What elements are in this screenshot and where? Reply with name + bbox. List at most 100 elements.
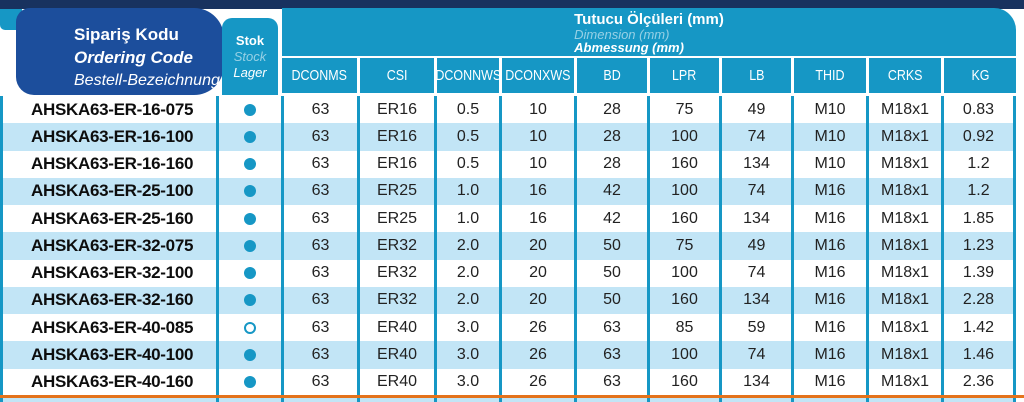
value-cell: 49 xyxy=(719,96,791,124)
value-cell: 0.5 xyxy=(434,123,499,151)
value-cell: 63 xyxy=(281,205,357,233)
value-cell: M18x1 xyxy=(866,341,941,369)
top-navy-bar xyxy=(0,0,1024,9)
value-cell: M10 xyxy=(791,123,866,151)
value-cell: 26 xyxy=(499,314,574,342)
value-cell: 42 xyxy=(574,177,647,206)
value-cell: 63 xyxy=(574,341,647,369)
value-cell: 75 xyxy=(647,96,719,124)
value-cell: M16 xyxy=(791,341,866,369)
value-cell: 100 xyxy=(647,123,719,151)
value-cell xyxy=(434,398,499,402)
value-cell: 16 xyxy=(499,205,574,233)
value-cell: 0.83 xyxy=(941,96,1016,124)
value-cell: M10 xyxy=(791,96,866,124)
table-body: AHSKA63-ER-16-075 63 ER16 0.5 10 28 75 49 M10 M18… xyxy=(0,96,1016,396)
value-cell: 160 xyxy=(647,368,719,396)
stock-filled-circle-icon xyxy=(244,294,256,307)
ordering-code-label-en: Ordering Code xyxy=(74,48,194,67)
value-cell xyxy=(281,398,357,402)
value-cell: 63 xyxy=(281,232,357,260)
stock-filled-circle-icon xyxy=(244,267,256,280)
table-row: AHSKA63-ER-25-100 63 ER25 1.0 16 42 100 74 M16 M1… xyxy=(0,177,1016,206)
value-cell: 63 xyxy=(281,177,357,206)
value-cell: M18x1 xyxy=(866,368,941,396)
value-cell: 20 xyxy=(499,232,574,260)
value-cell: 134 xyxy=(719,205,791,233)
value-cell: 74 xyxy=(719,123,791,151)
dimensions-label-tr: Tutucu Ölçüleri (mm) xyxy=(574,11,724,28)
ordering-code-cell: AHSKA63-ER-32-160 xyxy=(0,286,216,315)
value-cell: 85 xyxy=(647,314,719,342)
value-cell: M16 xyxy=(791,286,866,315)
stock-cell xyxy=(216,177,281,206)
ordering-code-cell: AHSKA63-ER-25-100 xyxy=(0,177,216,206)
value-cell: 42 xyxy=(574,205,647,233)
value-cell: 1.0 xyxy=(434,177,499,206)
value-cell: 28 xyxy=(574,96,647,124)
value-cell xyxy=(574,398,647,402)
value-cell: M16 xyxy=(791,314,866,342)
value-cell: M18x1 xyxy=(866,177,941,206)
table-row: AHSKA63-ER-16-075 63 ER16 0.5 10 28 75 49 M10 M18… xyxy=(0,96,1016,124)
value-cell: 160 xyxy=(647,286,719,315)
ordering-code-cell: AHSKA63-ER-25-160 xyxy=(0,205,216,233)
table-row: AHSKA63-ER-32-075 63 ER32 2.0 20 50 75 49 M16 M18… xyxy=(0,232,1016,260)
value-cell: M16 xyxy=(791,177,866,206)
value-cell: 0.92 xyxy=(941,123,1016,151)
table-row: AHSKA63-ER-25-160 63 ER25 1.0 16 42 160 134 M16 M… xyxy=(0,205,1016,233)
value-cell: M18x1 xyxy=(866,150,941,178)
value-cell: ER16 xyxy=(357,123,434,151)
value-cell: 75 xyxy=(647,232,719,260)
value-cell: M18x1 xyxy=(866,286,941,315)
stock-cell xyxy=(216,286,281,315)
value-cell: 74 xyxy=(719,177,791,206)
value-cell: 63 xyxy=(281,150,357,178)
value-cell: 16 xyxy=(499,177,574,206)
value-cell: 28 xyxy=(574,123,647,151)
value-cell: M16 xyxy=(791,368,866,396)
stock-filled-circle-icon xyxy=(244,158,256,171)
value-cell: 0.5 xyxy=(434,96,499,124)
value-cell: M18x1 xyxy=(866,123,941,151)
value-cell: 10 xyxy=(499,150,574,178)
value-cell: 1.2 xyxy=(941,177,1016,206)
value-cell: 134 xyxy=(719,368,791,396)
value-cell: 50 xyxy=(574,232,647,260)
value-cell: 63 xyxy=(574,314,647,342)
stock-filled-circle-icon xyxy=(244,349,256,362)
stock-label-tr: Stok xyxy=(235,33,265,48)
ordering-code-cell: AHSKA63-ER-32-075 xyxy=(0,232,216,260)
column-header-csi: CSI xyxy=(357,58,434,93)
stock-filled-circle-icon xyxy=(244,239,256,252)
ordering-code-cell: AHSKA63-ER-16-160 xyxy=(0,150,216,178)
value-cell xyxy=(719,398,791,402)
ordering-code-label-de: Bestell-Bezeichnung xyxy=(74,72,220,89)
value-cell: 1.39 xyxy=(941,259,1016,287)
value-cell xyxy=(357,398,434,402)
value-cell: M10 xyxy=(791,150,866,178)
value-cell: ER16 xyxy=(357,150,434,178)
column-header-lpr: LPR xyxy=(647,58,719,93)
value-cell: M18x1 xyxy=(866,259,941,287)
value-cell: 3.0 xyxy=(434,314,499,342)
value-cell: 63 xyxy=(281,96,357,124)
value-cell: 134 xyxy=(719,286,791,315)
stock-cell xyxy=(216,314,281,342)
ordering-code-cell: AHSKA63-ER-16-075 xyxy=(0,96,216,124)
column-header-dconms: DCONMS xyxy=(282,58,357,93)
value-cell: 63 xyxy=(281,368,357,396)
ordering-code-cell: AHSKA63-ER-40-100 xyxy=(0,341,216,369)
stock-filled-circle-icon xyxy=(244,130,256,143)
stock-label-en: Stock xyxy=(233,49,267,64)
stock-filled-circle-icon xyxy=(244,212,256,225)
value-cell: 63 xyxy=(281,286,357,315)
value-cell: 10 xyxy=(499,96,574,124)
value-cell: 1.23 xyxy=(941,232,1016,260)
value-cell: 100 xyxy=(647,177,719,206)
value-cell xyxy=(866,398,941,402)
value-cell: 63 xyxy=(281,314,357,342)
value-cell xyxy=(499,398,574,402)
value-cell: 1.2 xyxy=(941,150,1016,178)
value-cell: 28 xyxy=(574,150,647,178)
